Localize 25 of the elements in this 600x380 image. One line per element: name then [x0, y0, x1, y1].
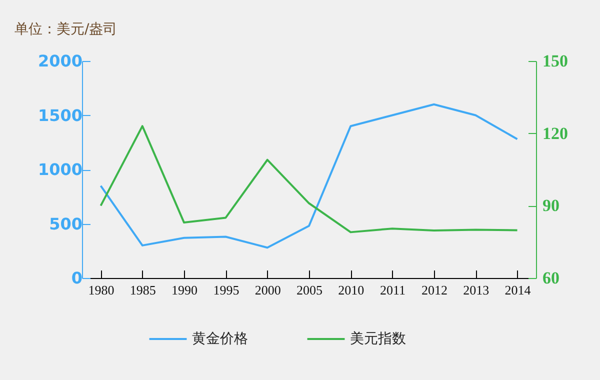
- y2-tick-label: 60: [542, 268, 560, 288]
- y-axis-title: 单位：美元/盎司: [14, 22, 118, 38]
- line-series: [100, 103, 518, 249]
- x-tick-label: 2012: [421, 282, 448, 298]
- y-tick-label: 0: [71, 268, 82, 288]
- y2-tick-label: 90: [542, 196, 560, 216]
- legend-label: 黄金价格: [192, 331, 248, 347]
- x-tick-label: 2000: [254, 282, 281, 298]
- y-tick-label: 500: [49, 214, 82, 234]
- x-tick-label: 2011: [380, 282, 406, 298]
- y2-tick-label: 120: [542, 124, 568, 143]
- x-tick-label: 2010: [338, 282, 364, 298]
- x-tick-label: 1990: [172, 282, 198, 298]
- y-tick-label: 2000: [38, 52, 82, 70]
- x-tick-label: 1980: [88, 282, 114, 298]
- x-tick-label: 2013: [463, 282, 490, 298]
- legend-label: 美元指数: [350, 331, 406, 347]
- x-tick-label: 2014: [504, 282, 532, 298]
- y-tick-label: 1500: [38, 106, 82, 125]
- y2-tick-label: 150: [542, 52, 568, 70]
- x-tick-label: 2005: [296, 282, 322, 298]
- x-tick-label: 1985: [130, 282, 156, 298]
- y-tick-label: 1000: [38, 160, 82, 179]
- x-tick-label: 1995: [213, 282, 240, 298]
- line-series: [100, 125, 518, 234]
